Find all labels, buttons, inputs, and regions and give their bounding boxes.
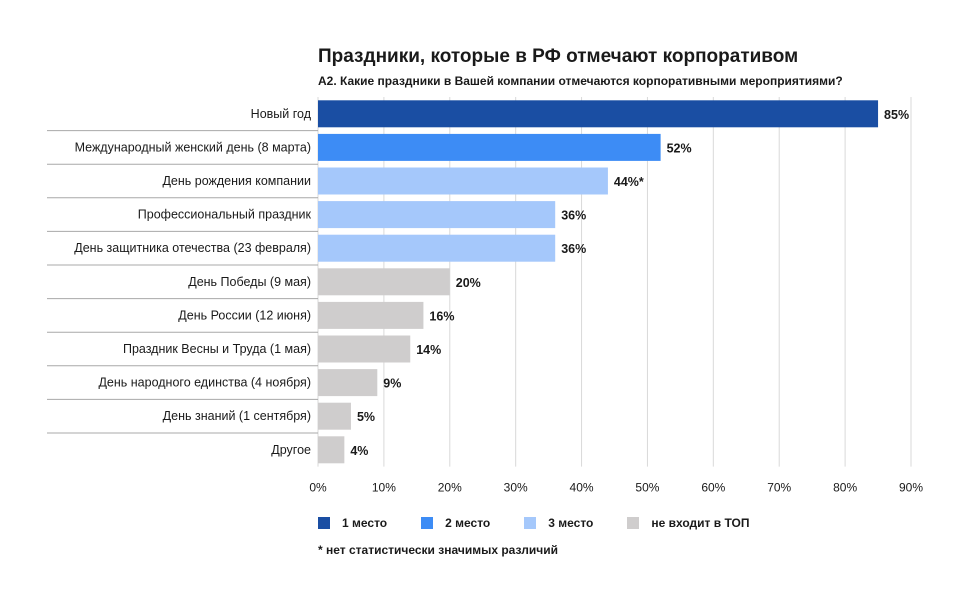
category-label: Профессиональный праздник (138, 208, 312, 222)
category-label: Новый год (251, 107, 312, 121)
value-labels: 85% 52% 44%* 36% 36% 20% 16% 14% 9% 5% 4% (350, 108, 909, 458)
value-label: 20% (456, 276, 481, 290)
value-label: 9% (383, 377, 401, 391)
row-separators (47, 130, 318, 434)
value-label: 36% (561, 209, 586, 223)
value-label: 5% (357, 410, 375, 424)
legend-label-none: не входит в ТОП (651, 516, 750, 530)
x-tick-label: 70% (767, 481, 791, 495)
category-label: Другое (271, 443, 311, 457)
category-label: День рождения компании (162, 174, 311, 188)
bar (318, 234, 556, 262)
x-tick-label: 50% (635, 481, 659, 495)
x-tick-label: 30% (504, 481, 528, 495)
x-tick-label: 60% (701, 481, 725, 495)
legend-swatch-second (421, 517, 434, 529)
legend-swatch-first (318, 517, 330, 529)
x-tick-label: 40% (570, 481, 594, 495)
bar (318, 268, 450, 296)
x-tick-label: 80% (833, 481, 857, 495)
category-label: День России (12 июня) (178, 308, 311, 322)
value-label: 52% (667, 141, 692, 155)
value-label: 85% (884, 108, 909, 122)
legend-label-third: 3 место (548, 516, 594, 530)
chart-subtitle: A2. Какие праздники в Вашей компании отм… (318, 74, 843, 88)
bar (318, 201, 556, 229)
value-label: 14% (416, 343, 441, 357)
value-label: 36% (561, 242, 586, 256)
x-tick-label: 0% (309, 481, 327, 495)
x-tick-label: 20% (438, 481, 462, 495)
bar (318, 402, 351, 430)
legend-swatch-none (627, 517, 640, 529)
value-label: 44%* (614, 175, 644, 189)
value-label: 16% (429, 309, 454, 323)
bars (318, 100, 879, 464)
x-tick-label: 90% (899, 481, 923, 495)
legend-label-second: 2 место (445, 516, 491, 530)
bar (318, 100, 879, 128)
bar (318, 436, 345, 464)
legend-swatch-third (524, 517, 537, 529)
category-label: Праздник Весны и Труда (1 мая) (123, 342, 311, 356)
legend-item-first: 1 место (318, 516, 387, 530)
bar (318, 301, 424, 329)
legend-label-first: 1 место (342, 516, 388, 530)
legend: 1 место 2 место 3 место не входит в ТОП (318, 516, 783, 530)
legend-item-second: 2 место (421, 516, 490, 530)
category-label: День знаний (1 сентября) (163, 409, 311, 423)
chart-title: Праздники, которые в РФ отмечают корпора… (318, 46, 799, 67)
legend-item-third: 3 место (524, 516, 593, 530)
category-label: День Победы (9 мая) (188, 275, 311, 289)
x-tick-label: 10% (372, 481, 396, 495)
category-label: День защитника отечества (23 февраля) (74, 241, 311, 255)
bar (318, 369, 378, 397)
bar (318, 167, 608, 195)
category-label: Международный женский день (8 марта) (75, 140, 311, 154)
x-axis-tick-labels: 0% 10% 20% 30% 40% 50% 60% 70% 80% 90% (309, 481, 923, 495)
value-label: 4% (350, 444, 368, 458)
bar-chart: Новый год Международный женский день (8 м… (47, 97, 923, 495)
legend-item-none: не входит в ТОП (627, 516, 749, 530)
category-label: День народного единства (4 ноября) (98, 376, 311, 390)
bar (318, 335, 411, 363)
footnote: * нет статистически значимых различий (318, 543, 558, 557)
bar (318, 133, 661, 161)
category-labels: Новый год Международный женский день (8 м… (74, 107, 311, 457)
